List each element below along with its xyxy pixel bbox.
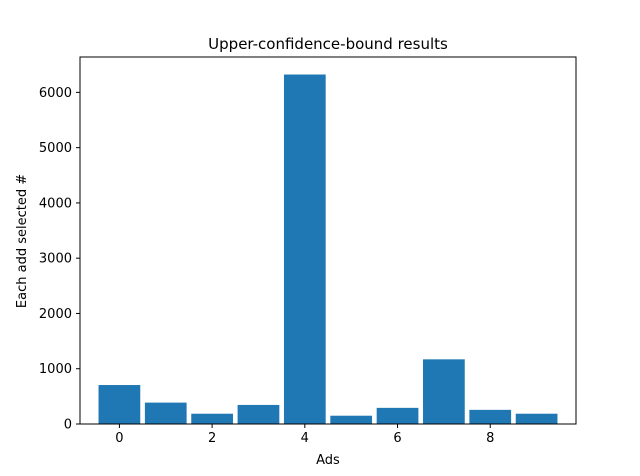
y-tick-label: 1000 <box>39 362 72 377</box>
plot-frame <box>79 56 577 425</box>
y-tick-label: 4000 <box>39 196 72 211</box>
bars-group <box>98 74 558 424</box>
bar-ad-6 <box>376 407 419 424</box>
bar-ad-9 <box>515 413 558 424</box>
y-tick-label: 6000 <box>39 86 72 101</box>
x-axis-ticks: 0 2 4 6 8 <box>115 424 494 446</box>
bar-ad-1 <box>144 402 187 424</box>
bar-ad-5 <box>330 415 373 424</box>
y-tick-label: 2000 <box>39 307 72 322</box>
x-tick-label: 0 <box>115 431 123 446</box>
bar-ad-2 <box>191 413 233 424</box>
y-tick-label: 5000 <box>39 141 72 156</box>
y-axis-label: Each add selected # <box>15 174 30 308</box>
y-axis-ticks: 0 1000 2000 3000 4000 5000 6000 <box>39 86 80 433</box>
bar-ad-4 <box>283 74 326 424</box>
bar-ad-0 <box>98 385 141 424</box>
y-tick-label: 3000 <box>39 252 72 267</box>
x-axis-label: Ads <box>316 453 340 468</box>
x-tick-label: 2 <box>208 431 216 446</box>
y-tick-label: 0 <box>64 418 72 433</box>
chart-title: Upper-confidence-bound results <box>208 35 448 53</box>
bar-ad-3 <box>237 404 280 424</box>
x-tick-label: 4 <box>301 431 309 446</box>
x-tick-label: 8 <box>486 431 494 446</box>
bar-ad-8 <box>469 409 512 424</box>
x-tick-label: 6 <box>393 431 401 446</box>
bar-ad-7 <box>423 359 465 424</box>
